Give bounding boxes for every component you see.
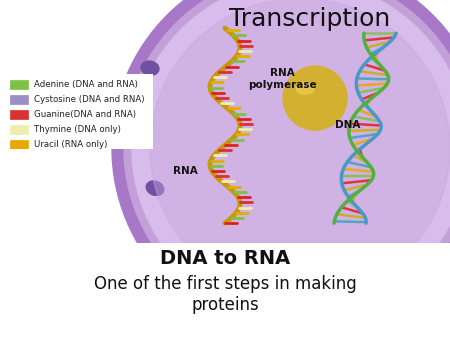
Text: DNA to RNA: DNA to RNA [160, 249, 290, 268]
Ellipse shape [131, 121, 149, 135]
Circle shape [112, 0, 450, 336]
Ellipse shape [141, 61, 159, 75]
Bar [10, 80, 28, 89]
Bar [10, 110, 28, 119]
Text: Uracil (RNA only): Uracil (RNA only) [34, 140, 108, 149]
Text: One of the first steps in making
proteins: One of the first steps in making protein… [94, 275, 356, 314]
Text: Cystosine (DNA and RNA): Cystosine (DNA and RNA) [34, 95, 145, 104]
Bar [10, 140, 28, 149]
Text: DNA: DNA [335, 120, 360, 130]
Bar [10, 95, 28, 104]
Text: RNA
polymerase: RNA polymerase [248, 68, 316, 90]
Circle shape [150, 0, 450, 298]
Ellipse shape [146, 181, 164, 195]
Text: Guanine(DNA and RNA): Guanine(DNA and RNA) [34, 110, 136, 119]
Circle shape [283, 66, 347, 130]
FancyBboxPatch shape [1, 73, 156, 150]
Ellipse shape [296, 82, 314, 94]
Text: Thymine (DNA only): Thymine (DNA only) [34, 125, 121, 134]
Text: Adenine (DNA and RNA): Adenine (DNA and RNA) [34, 80, 138, 89]
Circle shape [124, 0, 450, 324]
Text: RNA: RNA [173, 166, 198, 176]
Bar [10, 125, 28, 134]
Text: Transcription: Transcription [230, 7, 391, 31]
Circle shape [132, 0, 450, 316]
